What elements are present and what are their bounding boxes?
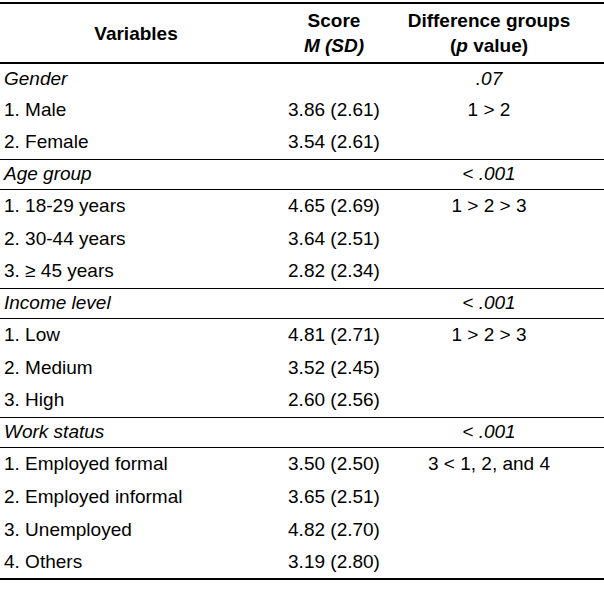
p-value-word: value) — [468, 35, 528, 56]
variable-label: 1. Employed formal — [0, 447, 272, 480]
difference-value — [396, 384, 604, 417]
p-value: < .001 — [396, 159, 604, 189]
variable-label: 4. Others — [0, 546, 272, 579]
score-value: 2.82 (2.34) — [272, 255, 396, 288]
p-value: < .001 — [396, 417, 604, 447]
variable-label: 1. 18-29 years — [0, 189, 272, 222]
difference-value — [396, 546, 604, 579]
header-row: Variables Score M (SD) Difference groups… — [0, 3, 604, 63]
variable-label: 1. Low — [0, 318, 272, 351]
score-cell-empty — [272, 417, 396, 447]
category-label: Gender — [0, 63, 272, 93]
table-row: 3. ≥ 45 years 2.82 (2.34) — [0, 255, 604, 288]
score-value: 3.19 (2.80) — [272, 546, 396, 579]
table-row: 2. 30-44 years 3.64 (2.51) — [0, 222, 604, 255]
variable-label: 2. Female — [0, 126, 272, 159]
table-row: 3. Unemployed 4.82 (2.70) — [0, 513, 604, 546]
header-score-line1: Score — [272, 8, 396, 33]
p-value: < .001 — [396, 288, 604, 318]
section-row-gender: Gender .07 — [0, 63, 604, 93]
score-value: 3.86 (2.61) — [272, 93, 396, 126]
variable-label: 2. Employed informal — [0, 480, 272, 513]
variable-label: 3. ≥ 45 years — [0, 255, 272, 288]
score-value: 3.52 (2.45) — [272, 351, 396, 384]
score-cell-empty — [272, 159, 396, 189]
table-row: 1. 18-29 years 4.65 (2.69) 1 > 2 > 3 — [0, 189, 604, 222]
variable-label: 2. 30-44 years — [0, 222, 272, 255]
score-cell-empty — [272, 288, 396, 318]
p-symbol: p — [456, 35, 468, 56]
score-value: 3.64 (2.51) — [272, 222, 396, 255]
difference-value — [396, 351, 604, 384]
difference-value — [396, 513, 604, 546]
p-value: .07 — [396, 63, 604, 93]
variable-label: 3. Unemployed — [0, 513, 272, 546]
variable-label: 2. Medium — [0, 351, 272, 384]
section-row-age-group: Age group < .001 — [0, 159, 604, 189]
table-header: Variables Score M (SD) Difference groups… — [0, 3, 604, 63]
score-cell-empty — [272, 63, 396, 93]
statistics-table: Variables Score M (SD) Difference groups… — [0, 2, 604, 580]
difference-value — [396, 222, 604, 255]
score-value: 3.50 (2.50) — [272, 447, 396, 480]
table-row: 2. Medium 3.52 (2.45) — [0, 351, 604, 384]
header-difference-line1: Difference groups — [396, 8, 582, 33]
table-row: 3. High 2.60 (2.56) — [0, 384, 604, 417]
difference-value: 1 > 2 > 3 — [396, 318, 604, 351]
section-row-income-level: Income level < .001 — [0, 288, 604, 318]
table-row: 1. Low 4.81 (2.71) 1 > 2 > 3 — [0, 318, 604, 351]
table-row: 1. Male 3.86 (2.61) 1 > 2 — [0, 93, 604, 126]
score-value: 3.65 (2.51) — [272, 480, 396, 513]
category-label: Work status — [0, 417, 272, 447]
difference-value: 3 < 1, 2, and 4 — [396, 447, 604, 480]
difference-value: 1 > 2 > 3 — [396, 189, 604, 222]
table-row: 2. Employed informal 3.65 (2.51) — [0, 480, 604, 513]
score-value: 3.54 (2.61) — [272, 126, 396, 159]
score-value: 2.60 (2.56) — [272, 384, 396, 417]
difference-value: 1 > 2 — [396, 93, 604, 126]
header-score-line2: M (SD) — [272, 33, 396, 58]
category-label: Age group — [0, 159, 272, 189]
category-label: Income level — [0, 288, 272, 318]
difference-value — [396, 255, 604, 288]
header-difference-groups: Difference groups (p value) — [396, 3, 604, 63]
header-score: Score M (SD) — [272, 3, 396, 63]
score-value: 4.81 (2.71) — [272, 318, 396, 351]
table-row: 2. Female 3.54 (2.61) — [0, 126, 604, 159]
table-row: 1. Employed formal 3.50 (2.50) 3 < 1, 2,… — [0, 447, 604, 480]
score-value: 4.65 (2.69) — [272, 189, 396, 222]
section-row-work-status: Work status < .001 — [0, 417, 604, 447]
difference-value — [396, 126, 604, 159]
score-value: 4.82 (2.70) — [272, 513, 396, 546]
difference-value — [396, 480, 604, 513]
table-row: 4. Others 3.19 (2.80) — [0, 546, 604, 579]
variable-label: 3. High — [0, 384, 272, 417]
variable-label: 1. Male — [0, 93, 272, 126]
header-variables: Variables — [0, 3, 272, 63]
table-body: Gender .07 1. Male 3.86 (2.61) 1 > 2 2. … — [0, 63, 604, 579]
table-container: Variables Score M (SD) Difference groups… — [0, 0, 604, 580]
header-difference-line2: (p value) — [396, 33, 582, 58]
